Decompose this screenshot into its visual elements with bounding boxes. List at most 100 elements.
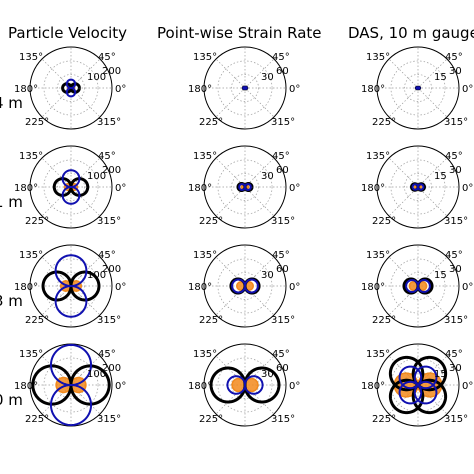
angle-tick-label: 315° <box>271 315 295 326</box>
blue-lobe <box>231 278 259 294</box>
angle-tick-label: 45° <box>98 349 116 360</box>
radial-tick-label: 100 <box>87 72 106 83</box>
angle-tick-label: 225° <box>25 315 49 326</box>
angle-tick-label: 225° <box>25 414 49 425</box>
col-title-das: DAS, 10 m gauge <box>348 24 474 42</box>
polar-frame <box>376 145 460 229</box>
radial-tick-label: 30 <box>261 171 274 182</box>
row-label-3m: 3 m <box>0 292 23 310</box>
polar-grid-ring <box>57 272 85 300</box>
polar-frame <box>29 145 113 229</box>
polar-frame <box>29 244 113 328</box>
col-title-strain-rate: Point-wise Strain Rate <box>157 24 322 42</box>
angle-tick-label: 180° <box>188 282 212 293</box>
radial-tick-label: 60 <box>276 66 289 77</box>
blue-lobe <box>65 78 77 98</box>
radial-tick-label: 100 <box>87 171 106 182</box>
blue-lobe <box>242 86 248 90</box>
radial-tick-label: 30 <box>449 264 462 275</box>
blue-lobe <box>238 183 252 191</box>
black-lobe <box>388 355 448 415</box>
angle-tick-label: 135° <box>19 151 43 162</box>
polar-grid-ring <box>390 60 446 116</box>
polar-grid-ring <box>404 74 432 102</box>
polar-grid-ring <box>231 74 259 102</box>
radial-tick-label: 100 <box>87 270 106 281</box>
row-label-1m: 1 m <box>0 193 23 211</box>
polar-grid-ring <box>217 60 273 116</box>
radial-tick-label: 200 <box>102 165 121 176</box>
polar-frame <box>376 244 460 328</box>
col-title-particle-velocity: Particle Velocity <box>8 24 127 42</box>
angle-tick-label: 315° <box>271 117 295 128</box>
black-lobe <box>52 177 90 197</box>
angle-tick-label: 0° <box>115 282 126 293</box>
blue-lobe <box>405 279 431 293</box>
polar-grid-ring <box>390 159 446 215</box>
angle-tick-label: 0° <box>289 183 300 194</box>
polar-frame <box>376 46 460 130</box>
angle-tick-label: 0° <box>115 84 126 95</box>
polar-frame <box>376 343 460 427</box>
angle-tick-label: 315° <box>97 414 121 425</box>
angle-tick-label: 135° <box>193 52 217 63</box>
angle-tick-label: 0° <box>115 381 126 392</box>
radial-tick-label: 200 <box>102 264 121 275</box>
blue-lobe <box>61 169 81 205</box>
angle-tick-label: 315° <box>444 315 468 326</box>
polar-frame <box>203 244 287 328</box>
angle-tick-label: 180° <box>14 381 38 392</box>
polar-grid-spoke <box>417 87 448 118</box>
angle-tick-label: 225° <box>199 414 223 425</box>
radial-tick-label: 30 <box>449 165 462 176</box>
polar-frame <box>203 343 287 427</box>
angle-tick-label: 180° <box>14 183 38 194</box>
angle-tick-label: 0° <box>289 84 300 95</box>
angle-tick-label: 180° <box>188 183 212 194</box>
polar-grid-spoke <box>215 87 246 118</box>
radial-tick-label: 15 <box>434 270 447 281</box>
blue-lobe <box>411 183 425 191</box>
angle-tick-label: 180° <box>188 84 212 95</box>
radial-tick-label: 100 <box>87 369 106 380</box>
angle-tick-label: 135° <box>193 151 217 162</box>
angle-tick-label: 180° <box>361 381 385 392</box>
blue-lobe <box>226 375 264 395</box>
black-lobe <box>61 82 81 94</box>
angle-tick-label: 0° <box>462 381 473 392</box>
radial-tick-label: 30 <box>261 72 274 83</box>
angle-tick-label: 225° <box>199 315 223 326</box>
row-label-0m: 0 m <box>0 391 23 409</box>
angle-tick-label: 135° <box>193 250 217 261</box>
angle-tick-label: 315° <box>271 414 295 425</box>
angle-tick-label: 45° <box>445 151 463 162</box>
radial-tick-label: 30 <box>449 363 462 374</box>
radial-tick-label: 30 <box>261 270 274 281</box>
column-titles: Particle Velocity Point-wise Strain Rate… <box>8 24 474 42</box>
angle-tick-label: 315° <box>444 117 468 128</box>
polar-frame <box>29 46 113 130</box>
angle-tick-label: 225° <box>372 117 396 128</box>
polar-grid-ring <box>217 258 273 314</box>
angle-tick-label: 315° <box>444 414 468 425</box>
radial-tick-label: 200 <box>102 363 121 374</box>
radial-tick-label: 15 <box>434 72 447 83</box>
blue-lobe <box>54 254 88 318</box>
polar-panels: 45°135°180°225° 315°0°10020045°135°180°22… <box>14 46 473 427</box>
polar-grid-ring <box>231 173 259 201</box>
blue-lobe <box>398 365 438 405</box>
angle-tick-label: 135° <box>366 349 390 360</box>
angle-tick-label: 45° <box>445 250 463 261</box>
angle-tick-label: 135° <box>193 349 217 360</box>
angle-tick-label: 315° <box>271 216 295 227</box>
polar-grid-ring <box>43 159 99 215</box>
black-lobe <box>41 270 101 302</box>
